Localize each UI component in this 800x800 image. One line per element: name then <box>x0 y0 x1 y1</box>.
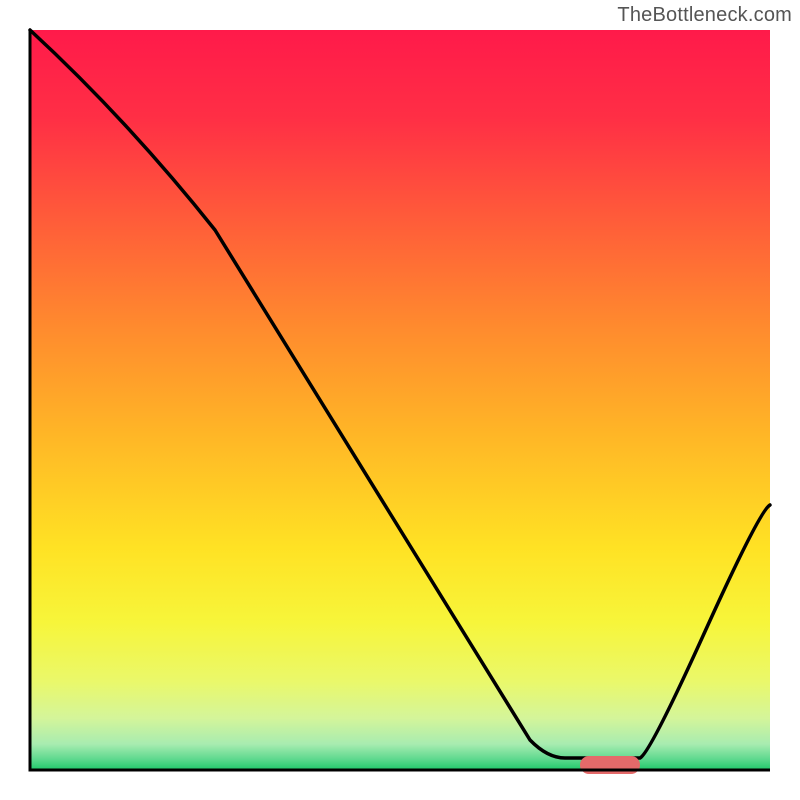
bottleneck-chart <box>0 0 800 800</box>
chart-svg <box>0 0 800 800</box>
attribution-label: TheBottleneck.com <box>617 4 792 27</box>
